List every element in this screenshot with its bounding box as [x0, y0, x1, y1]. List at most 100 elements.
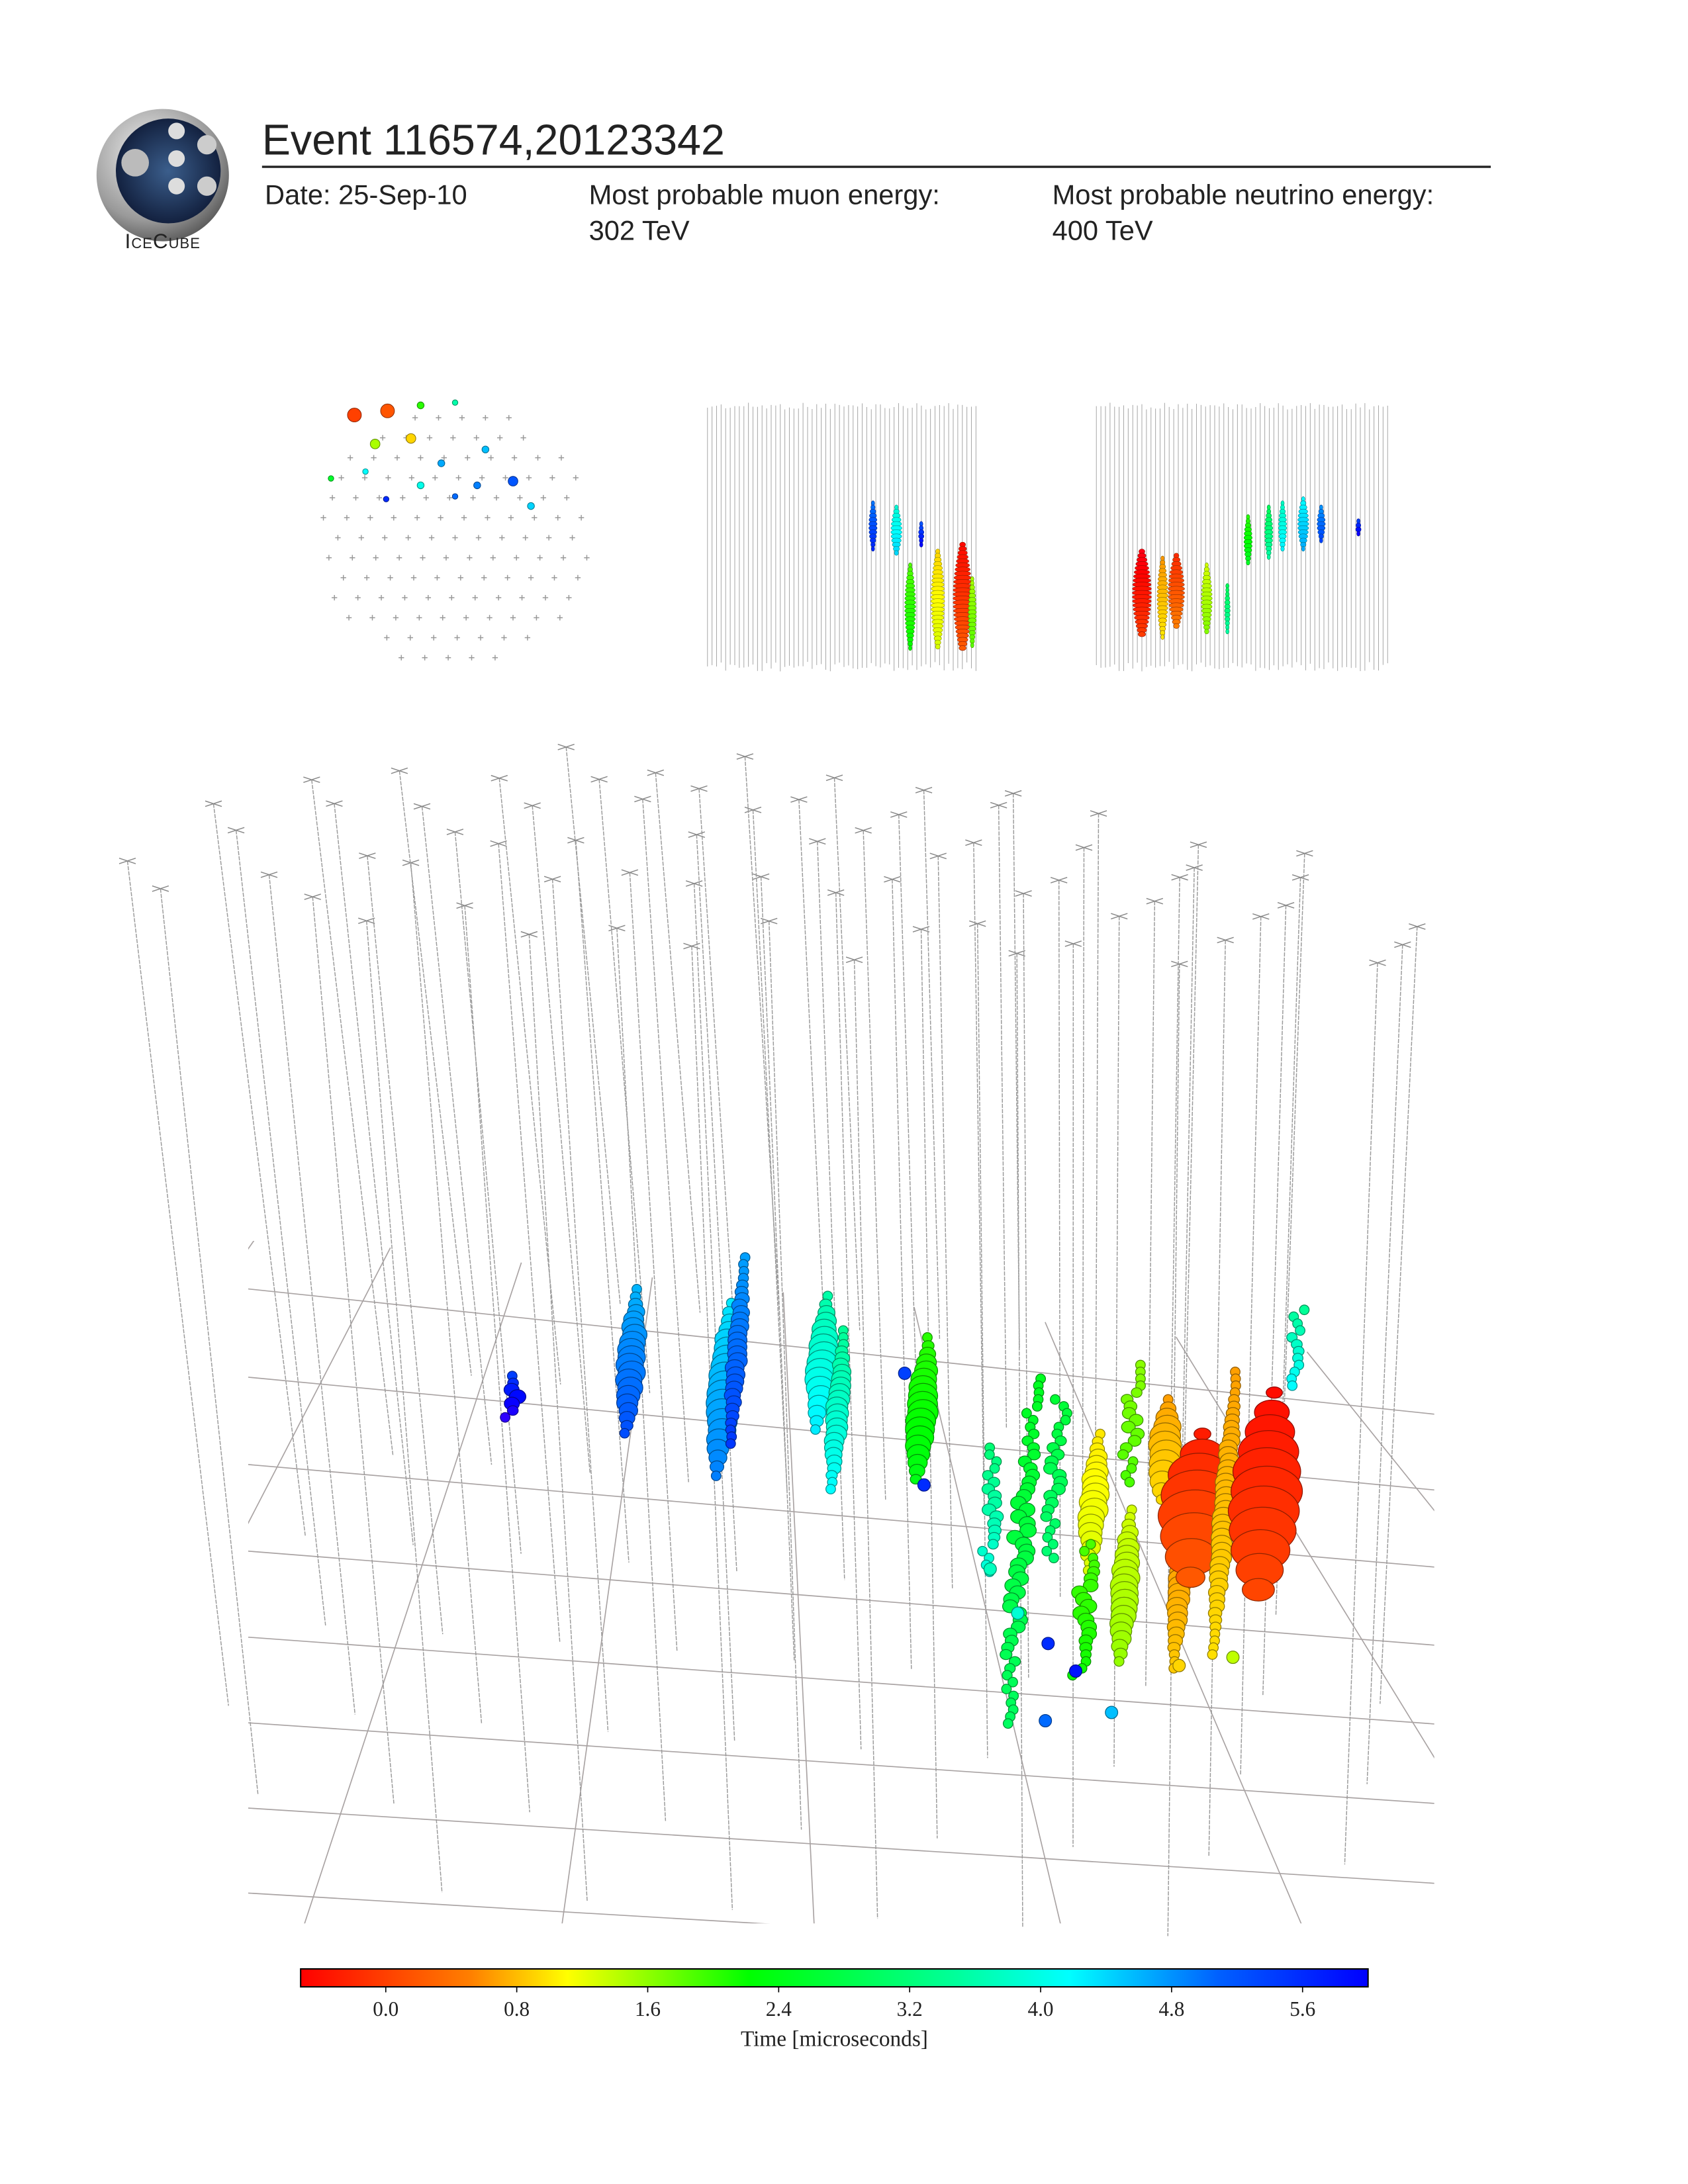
string-top — [1217, 936, 1234, 944]
string-top — [1050, 876, 1068, 884]
event-title: Event 116574,20123342 — [262, 116, 725, 163]
string-marker — [532, 515, 538, 521]
string-marker — [459, 415, 465, 421]
string-top — [456, 902, 473, 909]
side-view — [707, 402, 977, 672]
string — [366, 921, 443, 1893]
date: Date: 25-Sep-10 — [265, 179, 467, 210]
string-marker — [432, 475, 438, 481]
string-marker — [449, 594, 455, 601]
top-hit — [383, 496, 390, 502]
string-marker — [436, 415, 442, 421]
string-top — [825, 774, 843, 782]
string — [1380, 926, 1418, 1704]
muon-energy-label: Most probable muon energy: — [589, 179, 940, 210]
string-marker — [441, 455, 447, 461]
string-marker — [501, 635, 507, 641]
string — [421, 806, 492, 1465]
string — [976, 923, 988, 1758]
top-hit — [328, 475, 334, 482]
string-top — [1394, 941, 1411, 948]
string-marker — [326, 555, 332, 561]
colorbar-tick-label: 3.2 — [897, 1997, 923, 2021]
string-top — [1008, 950, 1025, 957]
string-marker — [575, 574, 581, 581]
top-hit — [380, 403, 395, 418]
string-marker — [340, 574, 346, 581]
hit — [1000, 1649, 1013, 1661]
string-marker — [469, 655, 475, 660]
hit — [1019, 1523, 1037, 1538]
top-hit — [437, 459, 445, 467]
logo-ball — [168, 150, 185, 167]
top-hit — [451, 493, 459, 500]
hit — [1002, 1718, 1013, 1729]
side-hit — [1301, 546, 1305, 552]
string-top — [884, 876, 901, 883]
string-marker — [473, 435, 479, 441]
side-hit — [970, 642, 974, 649]
string — [312, 897, 395, 1804]
string-marker — [490, 555, 496, 561]
string-top — [634, 796, 651, 803]
string-top — [929, 852, 947, 860]
hit — [1242, 1578, 1275, 1602]
colorbar-tick-label: 5.6 — [1289, 1997, 1315, 2021]
string — [126, 860, 229, 1706]
string-marker — [431, 635, 437, 641]
string-top — [760, 917, 778, 925]
string-marker — [399, 655, 404, 660]
string-marker — [420, 555, 426, 561]
string-top — [152, 885, 169, 892]
string-marker — [447, 494, 453, 501]
string-marker — [428, 535, 435, 541]
hit — [1266, 1386, 1283, 1399]
hit — [984, 1449, 995, 1460]
hit — [1121, 1420, 1136, 1433]
colorbar-tick-label: 0.8 — [504, 1997, 530, 2021]
string-marker — [391, 515, 397, 521]
side-hit — [1356, 531, 1360, 537]
string-marker — [376, 494, 383, 501]
string — [744, 756, 780, 1322]
hit — [982, 1470, 994, 1481]
hit — [1008, 1676, 1018, 1688]
string-top — [304, 893, 321, 900]
logo-ball — [197, 135, 217, 155]
string-marker — [534, 615, 539, 621]
string-top — [520, 931, 538, 938]
string-top — [1015, 890, 1032, 897]
string-top — [446, 829, 464, 835]
string-marker — [537, 555, 543, 561]
string-marker — [361, 475, 368, 481]
string-marker — [526, 475, 532, 481]
string — [410, 862, 483, 1723]
string — [693, 883, 735, 1741]
string-marker — [452, 535, 458, 541]
grid-line — [1306, 1351, 1434, 1512]
string-marker — [367, 515, 373, 521]
hit — [1042, 1532, 1053, 1543]
string-top — [1409, 923, 1426, 930]
hit — [1113, 1656, 1125, 1667]
string — [923, 790, 941, 1340]
grid-line — [248, 1464, 1434, 1568]
string-marker — [410, 574, 417, 581]
event-display — [118, 399, 1434, 1936]
string-marker — [382, 535, 388, 541]
string — [1180, 868, 1195, 1526]
string-marker — [524, 635, 531, 641]
string-top — [227, 827, 245, 834]
string-marker — [558, 455, 565, 461]
string-marker — [418, 455, 424, 461]
string-marker — [369, 615, 375, 621]
string — [235, 830, 326, 1626]
string-marker — [344, 515, 350, 521]
string-top — [790, 796, 808, 803]
hit — [725, 1438, 736, 1449]
logo-ball — [168, 177, 185, 195]
string-marker — [557, 615, 563, 621]
side-hit — [959, 645, 966, 651]
string — [655, 772, 701, 1313]
string-top — [260, 871, 278, 878]
